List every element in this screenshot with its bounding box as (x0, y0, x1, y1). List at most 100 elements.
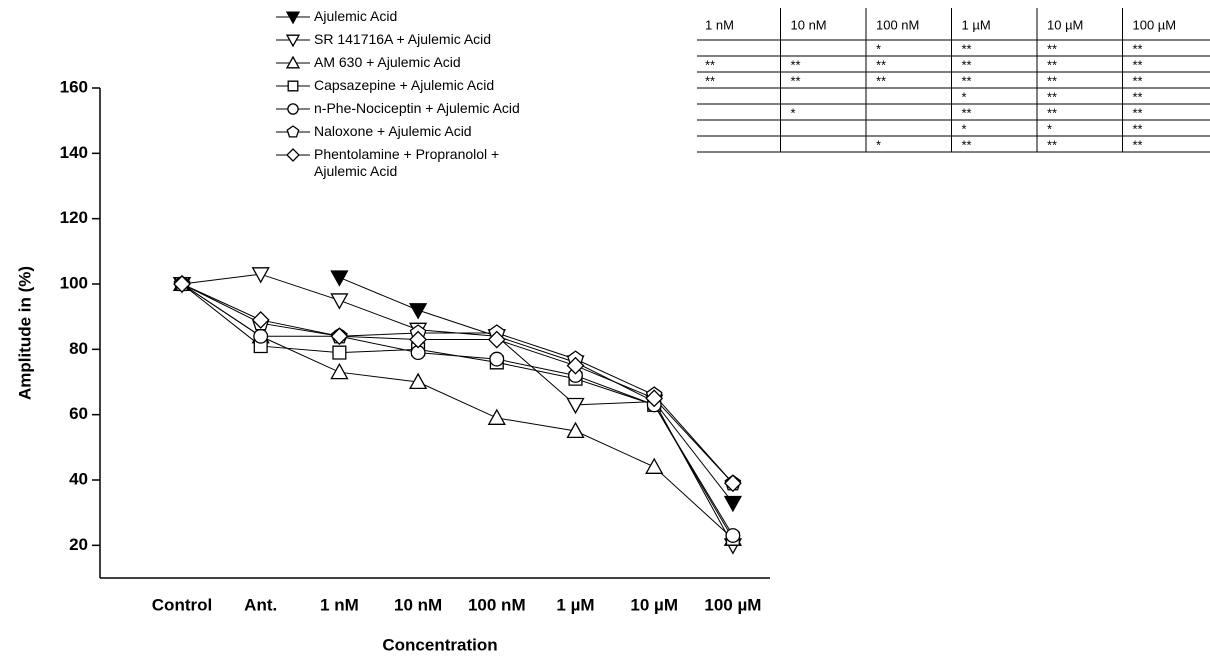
table-cell: ** (962, 57, 972, 72)
table-cell: ** (1047, 137, 1057, 152)
table-cell: ** (1133, 89, 1143, 104)
marker (408, 372, 428, 390)
y-tick-label: 20 (69, 535, 88, 554)
y-tick-label: 140 (60, 143, 88, 162)
legend-label: Capsazepine + Ajulemic Acid (314, 77, 495, 93)
marker (173, 275, 191, 293)
y-tick-label: 160 (60, 77, 88, 96)
x-tick-label: 1 nM (320, 595, 359, 614)
legend-symbol (276, 55, 310, 69)
marker (566, 356, 585, 375)
legend-label: Naloxone + Ajulemic Acid (314, 123, 472, 139)
legend-symbol (276, 103, 310, 115)
x-tick-label: Ant. (244, 595, 277, 614)
table-cell: ** (1133, 105, 1143, 120)
table-cell: ** (876, 57, 886, 72)
table-cell: ** (962, 41, 972, 56)
table-cell: ** (962, 137, 972, 152)
table-cell: * (876, 137, 881, 152)
table-header: 10 µM (1047, 17, 1083, 32)
legend-item: AM 630 + Ajulemic Acid (272, 54, 672, 77)
table-cell: * (962, 121, 967, 136)
marker (489, 351, 505, 367)
marker (487, 408, 506, 425)
series-line (181, 283, 734, 484)
legend-label: n-Phe-Nociceptin + Ajulemic Acid (314, 100, 520, 116)
legend-symbol (276, 80, 310, 92)
table-cell: ** (962, 105, 972, 120)
legend-label: Phentolamine + Propranolol + Ajulemic Ac… (314, 146, 500, 179)
marker (330, 327, 349, 346)
legend-item: Phentolamine + Propranolol + Ajulemic Ac… (272, 146, 672, 179)
legend-symbol (276, 148, 310, 162)
table-cell: ** (1047, 57, 1057, 72)
marker (287, 80, 299, 92)
marker (332, 345, 347, 360)
legend-item: Naloxone + Ajulemic Acid (272, 123, 672, 146)
marker (566, 397, 585, 415)
legend-label: Ajulemic Acid (314, 8, 398, 24)
legend-label: AM 630 + Ajulemic Acid (314, 54, 461, 70)
legend-symbol (276, 34, 310, 48)
table-cell: ** (705, 73, 715, 88)
table-cell: * (876, 41, 881, 56)
table-header: 100 µM (1133, 17, 1177, 32)
x-tick-label: 100 µM (704, 595, 761, 614)
y-tick-label: 120 (60, 208, 88, 227)
marker (487, 330, 506, 349)
table-cell: ** (705, 57, 715, 72)
table-cell: ** (962, 73, 972, 88)
table-cell: ** (1133, 137, 1143, 152)
y-axis-title: Amplitude in (%) (15, 266, 34, 400)
marker (285, 34, 301, 48)
series-line (181, 283, 734, 484)
x-tick-label: 100 nM (468, 595, 526, 614)
marker (723, 495, 743, 513)
table-cell: ** (1047, 105, 1057, 120)
legend-label: SR 141716A + Ajulemic Acid (314, 31, 492, 47)
marker (287, 103, 299, 115)
marker (285, 11, 301, 25)
marker (330, 293, 349, 310)
marker (645, 457, 664, 474)
table-cell: ** (1047, 41, 1057, 56)
table-header: 10 nM (791, 17, 827, 32)
table-cell: ** (1047, 73, 1057, 88)
table-header: 100 nM (876, 17, 919, 32)
table-header: 1 nM (705, 17, 734, 32)
legend-symbol (276, 125, 310, 138)
legend-item: Capsazepine + Ajulemic Acid (272, 77, 672, 100)
legend-item: SR 141716A + Ajulemic Acid (272, 31, 672, 54)
table-cell: ** (1133, 121, 1143, 136)
marker (566, 421, 585, 439)
table-cell: ** (1047, 89, 1057, 104)
x-tick-label: 1 µM (556, 595, 594, 614)
legend-item: n-Phe-Nociceptin + Ajulemic Acid (272, 100, 672, 123)
table-cell: ** (791, 73, 801, 88)
table-cell: ** (1133, 57, 1143, 72)
x-tick-label: 10 nM (394, 595, 442, 614)
marker (408, 303, 428, 320)
y-tick-label: 80 (69, 339, 88, 358)
x-tick-label: 10 µM (630, 595, 678, 614)
series-line (339, 277, 734, 504)
marker (286, 125, 300, 138)
y-tick-label: 60 (69, 404, 88, 423)
series-line (181, 283, 734, 536)
table-cell: ** (876, 73, 886, 88)
series-line (181, 283, 734, 540)
table-cell: ** (1133, 73, 1143, 88)
legend-item: Ajulemic Acid (272, 8, 672, 31)
marker (330, 270, 349, 287)
marker (251, 267, 270, 284)
marker (330, 362, 349, 380)
marker (253, 328, 269, 344)
legend-symbol (276, 11, 310, 25)
legend: Ajulemic Acid SR 141716A + Ajulemic Acid A… (272, 8, 672, 179)
table-header: 1 µM (962, 17, 991, 32)
y-tick-label: 100 (60, 273, 88, 292)
table-cell: * (791, 105, 796, 120)
table-cell: * (1047, 121, 1052, 136)
